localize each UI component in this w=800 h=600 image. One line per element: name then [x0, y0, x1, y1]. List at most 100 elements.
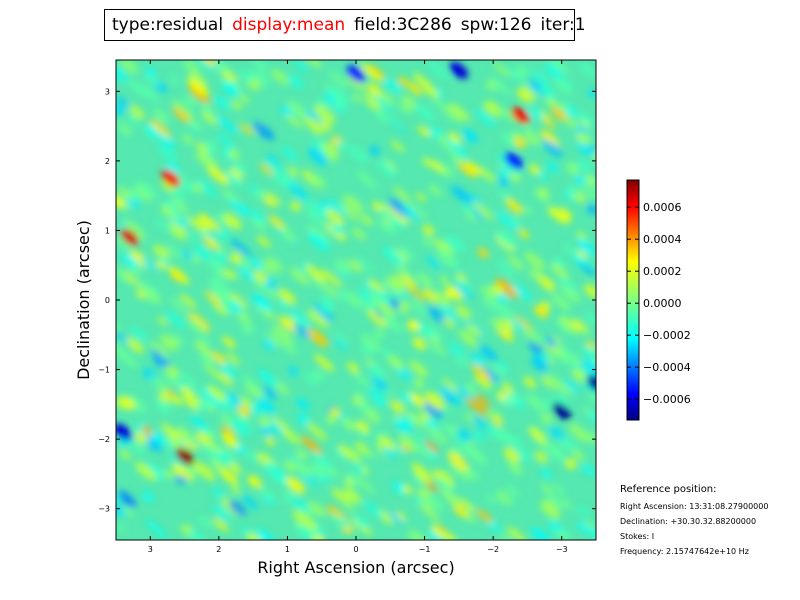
noise-blob — [166, 162, 181, 176]
noise-blob — [161, 423, 182, 441]
noise-blob — [150, 375, 170, 393]
noise-blob — [333, 99, 345, 110]
noise-blob — [195, 216, 213, 231]
noise-blob — [510, 318, 526, 332]
noise-blob — [449, 461, 472, 481]
noise-blob — [230, 418, 251, 437]
x-axis: 3 2 1 0 −1 −2 −3 — [148, 60, 568, 554]
noise-blob — [266, 333, 283, 348]
noise-blob — [548, 60, 570, 75]
noise-blob — [384, 79, 401, 94]
noise-blob — [239, 94, 250, 104]
noise-blob — [216, 133, 235, 149]
noise-blob — [120, 396, 136, 410]
noise-blob — [153, 244, 170, 260]
noise-blob — [577, 522, 589, 533]
noise-blob — [513, 136, 527, 149]
noise-blob — [127, 395, 147, 413]
noise-blob — [421, 83, 440, 99]
noise-blob — [458, 498, 475, 512]
y-axis: 3 2 1 0 −1 −2 −3 — [98, 87, 596, 514]
noise-blob — [531, 527, 551, 540]
noise-blob — [225, 393, 237, 405]
noise-blob — [464, 382, 477, 394]
noise-blob — [238, 259, 251, 270]
noise-blob — [449, 343, 464, 357]
noise-blob — [548, 206, 569, 225]
noise-blob — [507, 67, 525, 83]
noise-blob — [511, 216, 523, 226]
noise-blob — [441, 164, 456, 177]
noise-blob — [356, 257, 375, 274]
noise-blob — [559, 316, 581, 335]
noise-blob — [237, 404, 251, 417]
noise-blob — [384, 277, 403, 294]
noise-blob — [439, 276, 449, 285]
noise-blob — [233, 162, 246, 174]
noise-blob — [577, 132, 592, 145]
noise-blob — [398, 76, 410, 88]
noise-blob — [585, 345, 596, 356]
noise-blob — [218, 361, 237, 378]
noise-blob — [493, 301, 515, 321]
noise-blob — [308, 310, 321, 322]
noise-blob — [213, 518, 229, 532]
noise-blob — [528, 427, 546, 443]
title-display: display:mean — [232, 15, 346, 35]
noise-blob — [330, 223, 344, 235]
noise-blob — [577, 505, 590, 517]
noise-blob — [141, 257, 156, 270]
noise-blob — [251, 69, 270, 87]
noise-blob — [423, 392, 444, 410]
noise-blob — [310, 276, 328, 292]
noise-blob — [456, 161, 476, 178]
noise-blob — [554, 78, 573, 95]
noise-blob — [179, 293, 197, 309]
feature-blob — [346, 65, 366, 83]
noise-blob — [451, 185, 472, 204]
noise-blob — [116, 234, 134, 252]
noise-blob — [511, 283, 532, 301]
noise-blob — [116, 523, 127, 533]
noise-blob — [534, 304, 549, 319]
noise-blob — [305, 208, 326, 227]
noise-blob — [430, 341, 447, 356]
noise-blob — [200, 353, 215, 367]
noise-blob — [228, 292, 248, 309]
noise-blob — [470, 353, 485, 366]
noise-blob — [439, 488, 459, 505]
noise-blob — [362, 92, 382, 109]
noise-blob — [324, 284, 339, 298]
noise-blob — [352, 475, 375, 494]
noise-blob — [116, 195, 124, 209]
noise-blob — [158, 390, 172, 403]
noise-blob — [239, 123, 255, 136]
noise-blob — [455, 428, 472, 443]
noise-blob — [145, 520, 167, 538]
noise-blob — [455, 283, 474, 299]
feature-blob — [511, 107, 530, 125]
noise-blob — [479, 345, 498, 362]
noise-blob — [399, 247, 414, 260]
noise-blob — [502, 383, 514, 394]
noise-blob — [540, 129, 560, 147]
noise-blob — [145, 73, 160, 87]
noise-blob — [141, 425, 154, 436]
noise-blob — [311, 452, 333, 471]
reference-dec: Declination: +30.30.32.88200000 — [620, 517, 757, 526]
plot-title-box: type:residual display:mean field:3C286 s… — [104, 9, 586, 41]
noise-blob — [413, 468, 433, 486]
noise-blob — [489, 76, 510, 94]
noise-blob — [382, 447, 396, 460]
noise-blob — [556, 318, 574, 334]
noise-blob — [221, 433, 239, 449]
noise-blob — [156, 219, 166, 228]
title-iter: iter:1 — [540, 15, 586, 35]
noise-blob — [400, 391, 413, 404]
noise-blob — [567, 184, 582, 197]
noise-blob — [283, 461, 296, 472]
noise-blob — [281, 341, 297, 355]
noise-blob — [120, 60, 138, 74]
noise-blob — [134, 431, 148, 444]
noise-blob — [158, 145, 178, 162]
